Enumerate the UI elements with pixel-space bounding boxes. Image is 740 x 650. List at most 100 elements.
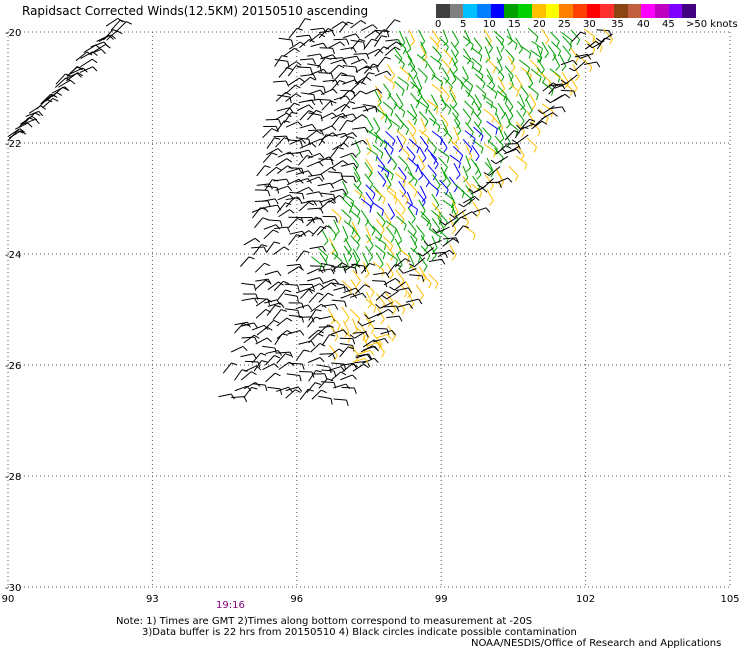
wind-barb (432, 46, 442, 62)
wind-barb (432, 174, 441, 191)
wind-barb (354, 284, 371, 295)
wind-barb (278, 209, 295, 218)
wind-barb (437, 249, 455, 258)
wind-barb (407, 292, 415, 309)
wind-barb (406, 146, 416, 162)
wind-barb (465, 155, 472, 173)
wind-barb (548, 83, 563, 95)
wind-barb (515, 121, 525, 138)
wind-barb (495, 145, 512, 155)
wind-barb (353, 183, 363, 199)
wind-barb (365, 226, 372, 244)
wind-barb (384, 173, 392, 190)
wind-barb (360, 209, 369, 227)
wind-barb (376, 211, 386, 228)
legend-label-45: 45 (662, 19, 675, 30)
wind-speed-color-legend (436, 4, 697, 18)
wind-barb (306, 382, 321, 394)
wind-barb (484, 143, 496, 158)
wind-barb (331, 299, 347, 308)
wind-barb (318, 28, 334, 39)
wind-barb (22, 118, 40, 125)
wind-barb (448, 217, 457, 234)
wind-barb (58, 79, 76, 88)
wind-barb (316, 225, 332, 236)
wind-barb (394, 81, 405, 96)
wind-barb (432, 29, 441, 47)
wind-barb (428, 109, 437, 126)
wind-barb (389, 281, 406, 291)
wind-barb (416, 54, 428, 69)
wind-barb (406, 201, 418, 216)
wind-barb (330, 80, 346, 91)
wind-barb (496, 46, 503, 63)
wind-barb (339, 89, 356, 100)
lat-tick-label: -24 (5, 250, 21, 261)
wind-barb (473, 121, 483, 138)
wind-barb (449, 104, 459, 121)
wind-barb (360, 198, 373, 213)
wind-barb (287, 178, 304, 186)
wind-barb (350, 235, 360, 251)
wind-barb (253, 244, 268, 256)
wind-barb (267, 302, 285, 308)
wind-barb (306, 191, 323, 198)
wind-barb (318, 268, 335, 275)
wind-barb (287, 65, 302, 77)
wind-barb (440, 86, 450, 102)
wind-barb (349, 309, 361, 325)
wind-barb (322, 215, 338, 223)
wind-barb (366, 219, 376, 236)
wind-barb (519, 93, 526, 111)
wind-barb (487, 139, 498, 155)
wind-barb (474, 163, 482, 180)
wind-barb (385, 244, 395, 261)
wind-barb (274, 226, 291, 233)
wind-barb (405, 281, 413, 298)
wind-barb (409, 62, 418, 79)
wind-barb (299, 38, 315, 49)
wind-barb (340, 136, 355, 148)
wind-barb (394, 238, 402, 256)
wind-barb (383, 147, 392, 164)
wind-barb (377, 103, 386, 120)
wind-barb (449, 138, 460, 154)
wind-barb (375, 135, 388, 150)
wind-barb (377, 307, 385, 325)
wind-barb (285, 102, 300, 114)
wind-barb (485, 101, 498, 116)
wind-barb (570, 29, 581, 46)
wind-barb (254, 200, 271, 207)
wind-barb (310, 265, 326, 273)
wind-barb (374, 70, 392, 77)
wind-barb (254, 217, 269, 229)
wind-barb (230, 345, 248, 353)
wind-barb (386, 315, 403, 322)
wind-barb (410, 103, 418, 121)
wind-barb (398, 268, 417, 274)
wind-barb (265, 372, 281, 383)
wind-barb (285, 84, 301, 95)
wind-barb (432, 226, 450, 234)
wind-barb (321, 229, 329, 246)
wind-barb (438, 211, 448, 228)
lon-tick-label: 99 (435, 594, 448, 605)
wind-barb (484, 174, 494, 191)
wind-barb (243, 237, 261, 246)
wind-barb (333, 398, 349, 406)
wind-barb (263, 224, 281, 230)
wind-barb (406, 110, 418, 126)
wind-barb (462, 108, 472, 125)
wind-barb (387, 298, 397, 316)
wind-barb (311, 225, 327, 237)
wind-barb (318, 134, 332, 146)
wind-barb (273, 80, 290, 87)
wind-barb (307, 316, 322, 328)
wind-barb (284, 293, 299, 303)
wind-barb (484, 46, 491, 63)
wind-barb (341, 209, 352, 225)
wind-barb (79, 66, 98, 73)
wind-barb (340, 47, 357, 53)
wind-barb (376, 252, 384, 269)
wind-barb (395, 287, 413, 294)
